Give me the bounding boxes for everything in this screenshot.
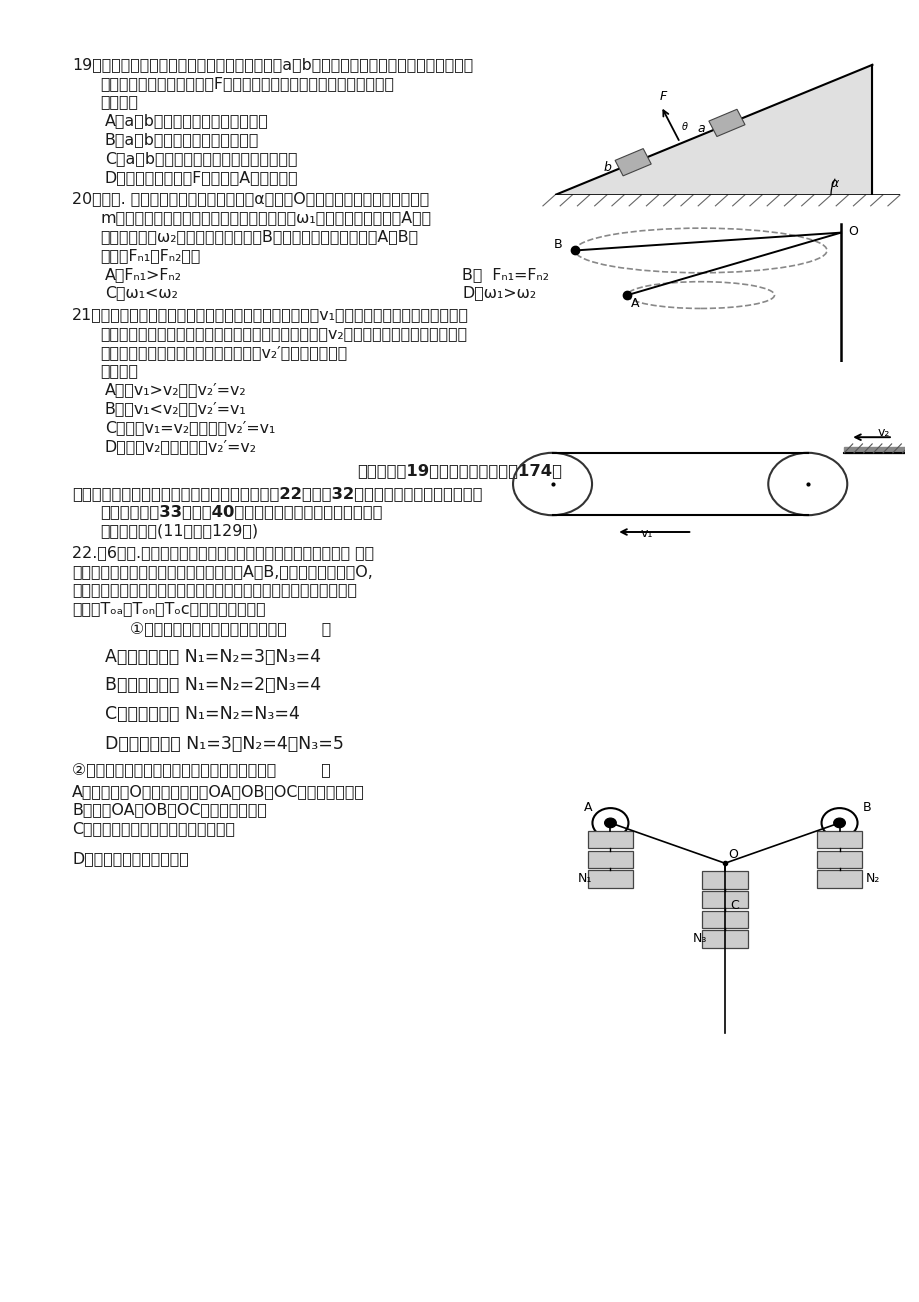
Text: v₁: v₁ (640, 527, 652, 540)
Text: D．钩码的个数 N₁=3，N₂=4，N₃=5: D．钩码的个数 N₁=3，N₂=4，N₃=5 (105, 734, 344, 753)
Text: θ: θ (681, 122, 687, 133)
FancyBboxPatch shape (587, 870, 632, 888)
Text: 正确的是: 正确的是 (100, 363, 138, 379)
Text: 必须做答。第33题～第40题为选考题，考生根据要求做答。: 必须做答。第33题～第40题为选考题，考生根据要求做答。 (100, 504, 382, 519)
Text: C．ω₁<ω₂: C．ω₁<ω₂ (105, 285, 177, 301)
Text: B: B (553, 238, 562, 251)
Text: 21．如图所示，一水平方向足够长的传送带以恒定的速度v₁沿顺时针方向转动，传送带右端: 21．如图所示，一水平方向足够长的传送带以恒定的速度v₁沿顺时针方向转动，传送带… (72, 307, 469, 322)
Text: D．ω₁>ω₂: D．ω₁>ω₂ (461, 285, 536, 301)
Circle shape (833, 818, 845, 828)
Text: m的小球套在杆上可沿杆滑动，当杆角速度为ω₁时，小球旋转平面在A处，: m的小球套在杆上可沿杆滑动，当杆角速度为ω₁时，小球旋转平面在A处， (100, 210, 431, 225)
Text: F: F (659, 90, 666, 103)
FancyBboxPatch shape (816, 850, 861, 868)
Text: 当杆角速度为ω₂时，小球旋转平面在B处，设杆对球的支持力在A、B处: 当杆角速度为ω₂时，小球旋转平面在B处，设杆对球的支持力在A、B处 (100, 229, 417, 243)
Text: B．  Fₙ₁=Fₙ₂: B． Fₙ₁=Fₙ₂ (461, 267, 549, 281)
Text: C．钩码的个数 N₁=N₂=N₃=4: C．钩码的个数 N₁=N₂=N₃=4 (105, 704, 300, 723)
FancyBboxPatch shape (816, 870, 861, 888)
Text: 过一段时间又返回光滑水平面，速率为v₂′．则下列说法中: 过一段时间又返回光滑水平面，速率为v₂′．则下列说法中 (100, 345, 346, 359)
Text: C．只有v₁=v₂时，才有v₂′=v₁: C．只有v₁=v₂时，才有v₂′=v₁ (105, 419, 275, 435)
Text: （一）必考题(11题，共129分): （一）必考题(11题，共129分) (100, 523, 258, 538)
Text: ①改变钩码个数，实验能完成的是（       ）: ①改变钩码个数，实验能完成的是（ ） (130, 622, 331, 637)
Text: D．当逐渐增大拉力F时，物体A先开始滑动: D．当逐渐增大拉力F时，物体A先开始滑动 (105, 169, 299, 185)
FancyBboxPatch shape (701, 871, 747, 889)
Text: A．a、b两物体的受力个数一定相同: A．a、b两物体的受力个数一定相同 (105, 113, 268, 129)
Text: 的拉力Tₒₐ、Tₒₙ和Tₒᴄ，回答下列问题：: 的拉力Tₒₐ、Tₒₙ和Tₒᴄ，回答下列问题： (72, 602, 266, 616)
Polygon shape (844, 447, 904, 453)
Polygon shape (615, 148, 651, 176)
Text: 三、非选择题：包括必考题和选考题两部分。第22题～第32题为必考题，每个试题考生都: 三、非选择题：包括必考题和选考题两部分。第22题～第32题为必考题，每个试题考生… (72, 486, 482, 501)
Text: A: A (630, 297, 639, 310)
Text: A: A (584, 801, 592, 814)
FancyBboxPatch shape (701, 891, 747, 909)
Text: A．Fₙ₁>Fₙ₂: A．Fₙ₁>Fₙ₂ (105, 267, 182, 281)
Text: 非选择题共19题（含选考题），共174分: 非选择题共19题（含选考题），共174分 (357, 464, 562, 478)
Text: D．用天平测出钩码的质量: D．用天平测出钩码的质量 (72, 852, 188, 866)
Text: ②在拆下钩码和绳子前，最重要的一个步骤是（         ）: ②在拆下钩码和绳子前，最重要的一个步骤是（ ） (72, 763, 331, 777)
Circle shape (604, 818, 616, 828)
Text: b: b (603, 161, 611, 174)
Text: O: O (728, 849, 737, 862)
Text: a: a (697, 122, 704, 135)
Text: D．不管v₂多大，总有v₂′=v₂: D．不管v₂多大，总有v₂′=v₂ (105, 439, 256, 453)
Text: B．钩码的个数 N₁=N₂=2，N₃=4: B．钩码的个数 N₁=N₂=2，N₃=4 (105, 677, 321, 694)
FancyBboxPatch shape (587, 850, 632, 868)
Text: 有一个与传送带等高的光滑水平面，一物体以恒定速率v₂沿直线向左滑向传送带后，经: 有一个与传送带等高的光滑水平面，一物体以恒定速率v₂沿直线向左滑向传送带后，经 (100, 326, 467, 341)
Polygon shape (709, 109, 744, 137)
Text: C．a、b两物体受到的摩擦力大小一定相等: C．a、b两物体受到的摩擦力大小一定相等 (105, 151, 297, 165)
Text: B．量出OA、OB、OC三段绳子的长度: B．量出OA、OB、OC三段绳子的长度 (72, 802, 267, 818)
Text: 20．如图. 光滑杆偏离竖直方向的夹角为α，杆以O为支点绕竖直轴旋转，质量为: 20．如图. 光滑杆偏离竖直方向的夹角为α，杆以O为支点绕竖直轴旋转，质量为 (72, 191, 429, 207)
Text: A．标记结点O的位置，并记录OA、OB、OC三段绳子的方向: A．标记结点O的位置，并记录OA、OB、OC三段绳子的方向 (72, 784, 365, 798)
Text: 分别为Fₙ₁、Fₙ₂，则: 分别为Fₙ₁、Fₙ₂，则 (100, 247, 200, 263)
Text: B: B (861, 801, 870, 814)
Text: C．用量角器量出三根绳子之间的夹角: C．用量角器量出三根绳子之间的夹角 (72, 822, 234, 836)
Text: A．钩码的个数 N₁=N₂=3，N₃=4: A．钩码的个数 N₁=N₂=3，N₃=4 (105, 648, 321, 667)
Polygon shape (554, 65, 871, 195)
Text: C: C (729, 898, 738, 911)
FancyBboxPatch shape (701, 930, 747, 948)
Text: O: O (847, 225, 857, 238)
Text: A．若v₁>v₂，则v₂′=v₂: A．若v₁>v₂，则v₂′=v₂ (105, 383, 246, 397)
Text: N₂: N₂ (865, 872, 879, 885)
Text: α: α (830, 177, 838, 190)
FancyBboxPatch shape (816, 831, 861, 849)
Text: B．若v₁<v₂，则v₂′=v₁: B．若v₁<v₂，则v₂′=v₁ (105, 401, 246, 417)
Text: 19．如图所示，斜面上放有两个完全相同的物体a、b，两物体间用一根细线连接，在细线的: 19．如图所示，斜面上放有两个完全相同的物体a、b，两物体间用一根细线连接，在细… (72, 57, 472, 72)
Text: v₂: v₂ (877, 426, 889, 439)
FancyBboxPatch shape (701, 910, 747, 928)
Text: 22.（6分）.有同学利用如图的装置来验证力的平行四边形定则 在竖: 22.（6分）.有同学利用如图的装置来验证力的平行四边形定则 在竖 (72, 544, 374, 560)
Text: 每个钩码的重量槽，当系统达到平衡时，根据钩码个数读出三根绳子: 每个钩码的重量槽，当系统达到平衡时，根据钩码个数读出三根绳子 (72, 582, 357, 598)
Text: 直木板上铺有白纸，固定两个光滑的滑轮A和B,将绳子打一个结点O,: 直木板上铺有白纸，固定两个光滑的滑轮A和B,将绳子打一个结点O, (72, 564, 372, 578)
Text: B．a、b两物体对斜面的压力相同: B．a、b两物体对斜面的压力相同 (105, 133, 259, 147)
FancyBboxPatch shape (587, 831, 632, 849)
Text: N₁: N₁ (577, 872, 592, 885)
Text: 中点加一与斜面垂直的拉力F，使两物体均处于静止状态。则下列说法: 中点加一与斜面垂直的拉力F，使两物体均处于静止状态。则下列说法 (100, 76, 393, 91)
Text: N₃: N₃ (691, 932, 706, 945)
Text: 正确的是: 正确的是 (100, 95, 138, 109)
